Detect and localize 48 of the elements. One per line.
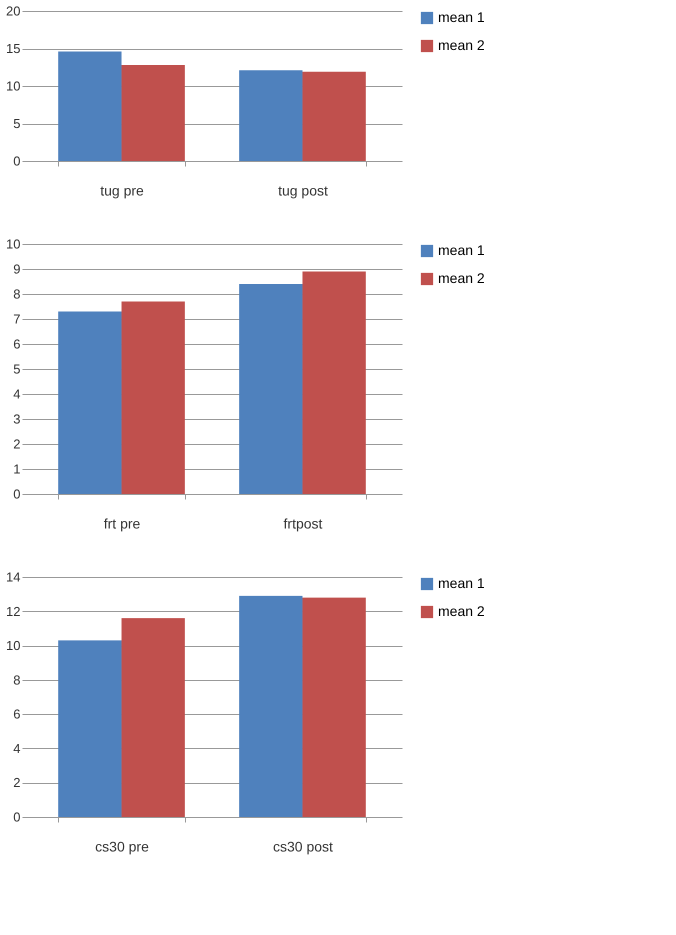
y-tick-label: 10 xyxy=(6,78,20,94)
y-tick-label: 6 xyxy=(13,706,20,722)
y-tick-label: 4 xyxy=(13,386,20,402)
x-tick-label: cs30 post xyxy=(273,838,334,854)
y-tick-label: 20 xyxy=(6,4,20,18)
y-tick-label: 5 xyxy=(13,116,20,131)
bar xyxy=(122,302,185,494)
y-tick-label: 2 xyxy=(13,775,20,790)
y-tick-label: 4 xyxy=(13,740,20,756)
legend-label: mean 2 xyxy=(438,270,485,286)
y-tick-label: 12 xyxy=(6,604,20,619)
x-tick-label: tug pre xyxy=(100,182,144,198)
bar xyxy=(302,72,366,161)
y-tick-label: 0 xyxy=(13,810,20,824)
y-tick-label: 8 xyxy=(13,286,20,302)
bar xyxy=(302,272,366,494)
x-tick-label: frt pre xyxy=(104,516,141,532)
bar xyxy=(58,52,122,161)
bar xyxy=(239,70,302,161)
legend-label: mean 1 xyxy=(438,575,485,591)
legend-label: mean 1 xyxy=(438,242,485,258)
y-tick-label: 7 xyxy=(13,312,20,326)
bar xyxy=(239,596,302,817)
y-tick-label: 0 xyxy=(13,154,20,168)
y-tick-label: 3 xyxy=(13,412,20,426)
y-tick-label: 15 xyxy=(6,41,20,56)
bar xyxy=(239,284,302,494)
y-tick-label: 1 xyxy=(13,462,20,476)
bar xyxy=(122,618,185,817)
x-tick-label: cs30 pre xyxy=(95,838,150,854)
y-tick-label: 2 xyxy=(13,436,20,452)
y-tick-label: 5 xyxy=(13,362,20,376)
x-tick-label: frtpost xyxy=(284,516,323,532)
legend-label: mean 1 xyxy=(438,9,485,25)
y-tick-label: 8 xyxy=(13,672,20,688)
y-tick-label: 9 xyxy=(13,262,20,276)
y-tick-label: 10 xyxy=(6,638,20,654)
bar xyxy=(58,312,122,494)
y-tick-label: 14 xyxy=(6,570,20,584)
y-tick-label: 6 xyxy=(13,336,20,352)
legend-label: mean 2 xyxy=(438,37,485,53)
legend-label: mean 2 xyxy=(438,603,485,619)
bar xyxy=(302,598,366,817)
bar xyxy=(58,640,122,817)
x-tick-label: tug post xyxy=(278,182,328,198)
y-tick-label: 0 xyxy=(13,486,20,502)
bar xyxy=(122,65,185,161)
y-tick-label: 10 xyxy=(6,236,20,252)
